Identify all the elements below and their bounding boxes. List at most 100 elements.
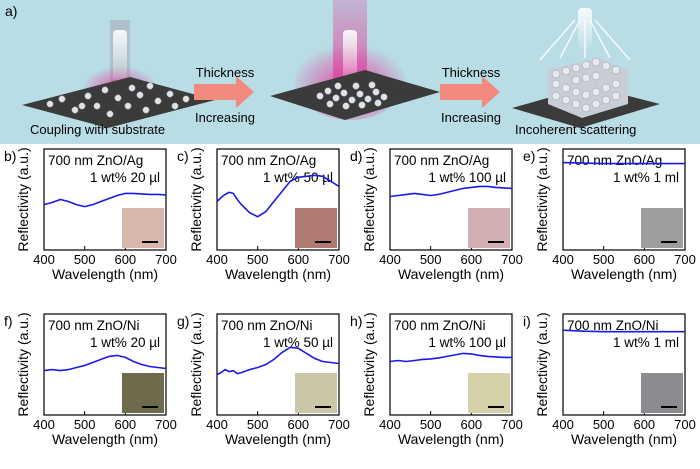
panel-title-line2: 1 wt% 100 µl — [428, 170, 506, 185]
stage1-illustration — [22, 20, 215, 128]
chart-panel-f: f) 700 nm ZnO/Ni 1 wt% 20 µl Reflectivity (… — [4, 312, 177, 447]
arrow-1-icon — [194, 76, 254, 108]
x-tick-label: 500 — [74, 417, 96, 432]
y-axis-label: Reflectivity (a.u.) — [534, 147, 550, 251]
arrow-2-icon — [440, 76, 500, 108]
stage3-illustration — [512, 8, 660, 128]
schematic-illustration — [22, 0, 660, 128]
chart-panel-d: d) 700 nm ZnO/Ag 1 wt% 100 µl Reflectivity … — [350, 147, 523, 282]
panel-title-line1: 700 nm ZnO/Ag — [221, 153, 316, 168]
panel-title-line2: 1 wt% 1 ml — [613, 335, 679, 350]
reflectivity-series-line — [43, 354, 167, 372]
panel-title-line1: 700 nm ZnO/Ni — [567, 318, 659, 333]
panel-title-line1: 700 nm ZnO/Ni — [48, 318, 140, 333]
x-tick-label: 600 — [114, 417, 136, 432]
x-axis-label: Wavelength (nm) — [571, 431, 677, 447]
x-tick-label: 500 — [420, 417, 442, 432]
x-tick-label: 700 — [674, 417, 696, 432]
x-tick-label: 500 — [593, 417, 615, 432]
panel-title-line2: 1 wt% 20 µl — [90, 170, 160, 185]
x-tick-label: 400 — [33, 252, 55, 267]
plot-frame — [216, 148, 340, 251]
x-tick-label: 600 — [460, 252, 482, 267]
x-axis-label: Wavelength (nm) — [571, 266, 677, 282]
y-axis-label: Reflectivity (a.u.) — [361, 147, 377, 251]
arrow1-label-top: Thickness — [195, 65, 255, 80]
stage3-label: Incoherent scattering — [515, 122, 637, 137]
panel-title-line2: 1 wt% 1 ml — [613, 170, 679, 185]
y-axis-label: Reflectivity (a.u.) — [15, 147, 31, 251]
x-tick-label: 600 — [287, 417, 309, 432]
reflectivity-series-line — [389, 185, 513, 198]
y-axis-label: Reflectivity (a.u.) — [15, 312, 31, 416]
x-tick-label: 700 — [328, 417, 350, 432]
plot-frame — [562, 313, 686, 416]
panel-title-line1: 700 nm ZnO/Ag — [394, 153, 489, 168]
panel-title-line1: 700 nm ZnO/Ag — [567, 153, 662, 168]
arrow1-label-bottom: Increasing — [195, 110, 255, 125]
panel-title-line1: 700 nm ZnO/Ni — [394, 318, 486, 333]
x-tick-label: 600 — [633, 417, 655, 432]
panel-tag-a: a) — [5, 3, 18, 19]
reflectivity-series-line — [43, 192, 167, 208]
x-tick-label: 700 — [155, 417, 177, 432]
x-tick-label: 400 — [33, 417, 55, 432]
x-tick-label: 600 — [633, 252, 655, 267]
x-axis-label: Wavelength (nm) — [52, 266, 158, 282]
stage1-label: Coupling with substrate — [30, 122, 166, 137]
plot-frame — [562, 148, 686, 251]
reflectivity-series-line — [562, 161, 685, 165]
x-tick-label: 500 — [420, 252, 442, 267]
x-tick-label: 400 — [206, 252, 228, 267]
panel-tag: d) — [350, 148, 362, 164]
x-tick-label: 700 — [674, 252, 696, 267]
stage2-illustration — [270, 0, 440, 120]
panel-title-line2: 1 wt% 50 µl — [263, 335, 333, 350]
panel-tag: f) — [4, 313, 13, 329]
panel-tag: c) — [177, 148, 189, 164]
x-tick-label: 500 — [593, 252, 615, 267]
x-tick-label: 700 — [501, 252, 523, 267]
x-tick-label: 700 — [328, 252, 350, 267]
panel-title-line1: 700 nm ZnO/Ag — [48, 153, 143, 168]
reflectivity-series-line — [562, 329, 685, 333]
schematic-banner: a) Coupling with substrate Incoherent sc… — [0, 0, 700, 144]
panel-title-line1: 700 nm ZnO/Ni — [221, 318, 313, 333]
x-tick-label: 400 — [206, 417, 228, 432]
x-tick-label: 600 — [287, 252, 309, 267]
reflectivity-series-line — [216, 346, 340, 376]
x-tick-label: 400 — [552, 417, 574, 432]
x-tick-label: 400 — [552, 252, 574, 267]
x-axis-label: Wavelength (nm) — [398, 266, 504, 282]
x-tick-label: 500 — [74, 252, 96, 267]
y-axis-label: Reflectivity (a.u.) — [188, 312, 204, 416]
x-tick-label: 700 — [155, 252, 177, 267]
y-axis-label: Reflectivity (a.u.) — [361, 312, 377, 416]
y-axis-label: Reflectivity (a.u.) — [534, 312, 550, 416]
panel-title-line2: 1 wt% 20 µl — [90, 335, 160, 350]
plot-frame — [216, 313, 340, 416]
x-tick-label: 700 — [501, 417, 523, 432]
plot-frame — [43, 148, 167, 251]
chart-panel-h: h) 700 nm ZnO/Ni 1 wt% 100 µl Reflectivity … — [350, 312, 523, 447]
x-axis-label: Wavelength (nm) — [225, 431, 331, 447]
arrow2-label-bottom: Increasing — [441, 110, 501, 125]
x-axis-label: Wavelength (nm) — [52, 431, 158, 447]
plot-frame — [389, 148, 513, 251]
x-tick-label: 600 — [114, 252, 136, 267]
x-axis-label: Wavelength (nm) — [398, 431, 504, 447]
chart-panel-i: i) 700 nm ZnO/Ni 1 wt% 1 ml Reflectivity (a… — [523, 312, 696, 447]
chart-panel-e: e) 700 nm ZnO/Ag 1 wt% 1 ml Reflectivity (a… — [523, 147, 696, 282]
panel-title-line2: 1 wt% 100 µl — [428, 335, 506, 350]
panel-tag: g) — [177, 313, 189, 329]
panel-tag: h) — [350, 313, 362, 329]
reflectivity-series-line — [216, 174, 340, 218]
x-tick-label: 600 — [460, 417, 482, 432]
x-tick-label: 500 — [247, 252, 269, 267]
x-tick-label: 400 — [379, 252, 401, 267]
y-axis-label: Reflectivity (a.u.) — [188, 147, 204, 251]
reflectivity-series-line — [389, 352, 512, 363]
arrow2-label-top: Thickness — [441, 65, 501, 80]
